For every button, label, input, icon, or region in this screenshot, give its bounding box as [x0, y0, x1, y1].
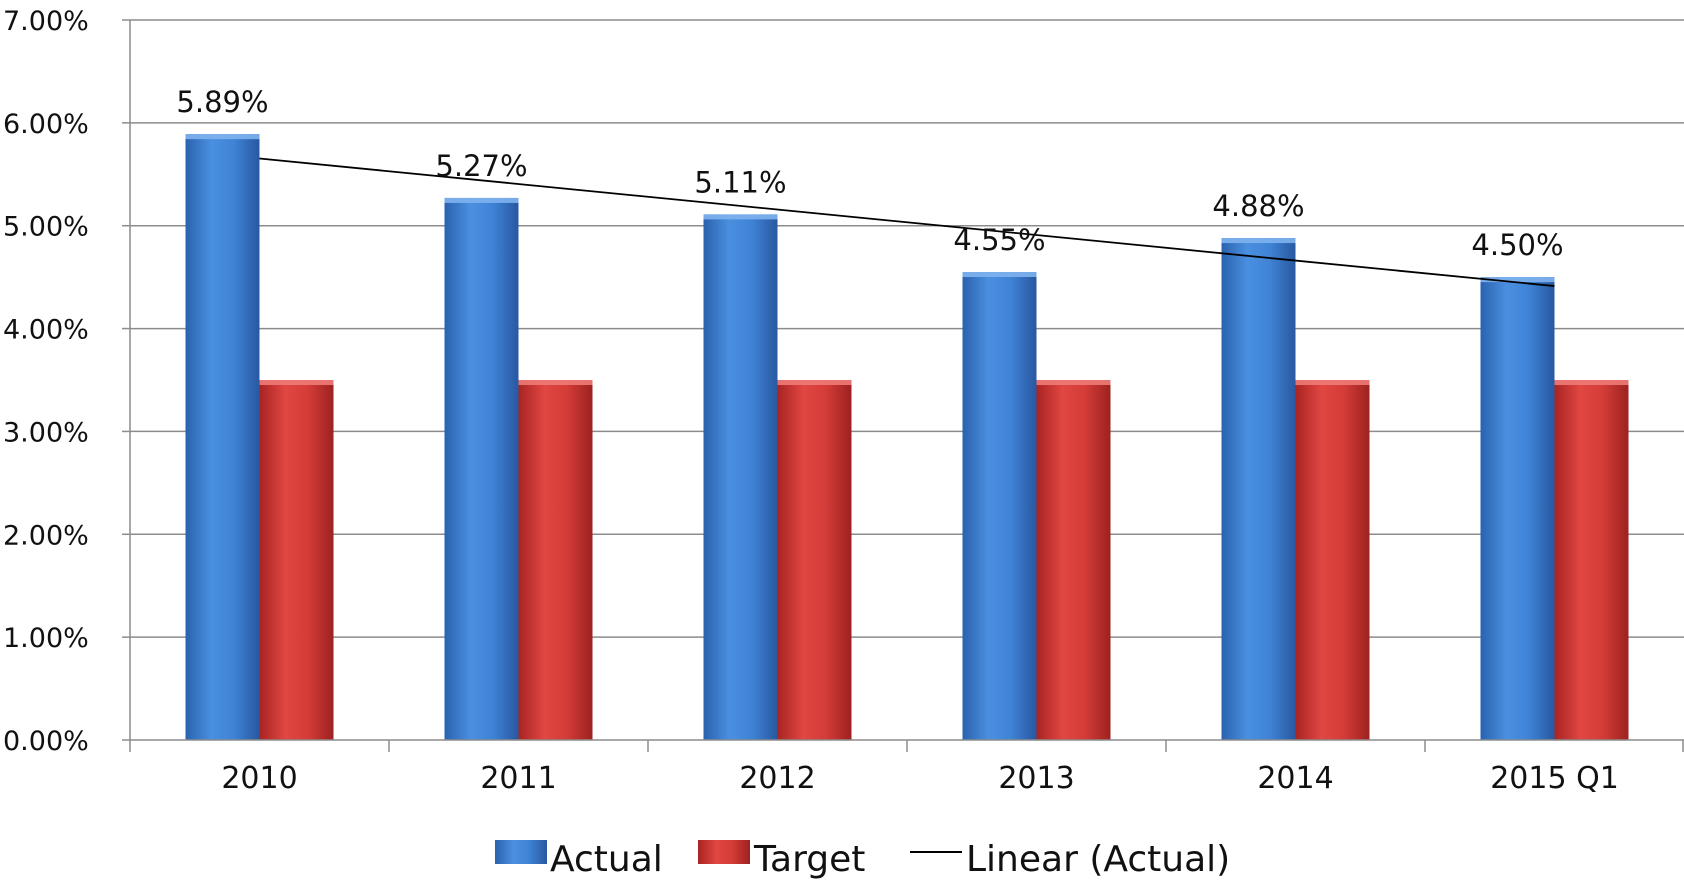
legend-label-actual: Actual: [550, 839, 663, 879]
legend-swatch-target: [698, 840, 750, 864]
legend: Actual Target Linear (Actual): [495, 839, 1230, 880]
bar-actual: [185, 134, 260, 740]
x-tick-label: 2014: [1257, 761, 1333, 796]
y-tick-label: 1.00%: [3, 623, 89, 654]
y-tick-label: 4.00%: [3, 315, 89, 346]
legend-label-target: Target: [753, 839, 865, 879]
bar-actual: [962, 272, 1037, 740]
x-tick-label: 2012: [739, 761, 815, 796]
y-tick-label: 5.00%: [3, 212, 89, 243]
bar-actual: [1480, 277, 1555, 740]
bar-actual-top: [1221, 238, 1296, 244]
bar-actual-top: [962, 272, 1037, 277]
bar-target-top: [1295, 380, 1370, 385]
bar-target: [1295, 380, 1370, 740]
bars: [185, 134, 1629, 741]
bar-target: [777, 380, 852, 740]
bar-actual-top: [444, 197, 519, 203]
bar-target: [1554, 380, 1629, 740]
x-tick-label: 2015 Q1: [1490, 761, 1619, 796]
bar-target: [1036, 380, 1111, 740]
bar-target: [518, 380, 593, 740]
bar-actual: [444, 197, 519, 740]
bar-actual-top: [185, 134, 260, 140]
bar-actual: [1221, 238, 1296, 741]
data-label: 4.88%: [1212, 189, 1304, 223]
bar-target-top: [259, 380, 334, 385]
data-labels: 5.89% 5.27% 5.11% 4.55% 4.88% 4.50%: [176, 85, 1563, 262]
data-label: 5.27%: [435, 149, 527, 183]
gridlines: [130, 19, 1684, 638]
bar-target-top: [1036, 380, 1111, 385]
y-tick-label: 7.00%: [3, 6, 89, 37]
data-label: 4.55%: [953, 223, 1045, 257]
y-tick-label: 3.00%: [3, 417, 89, 448]
trendline-layer: [259, 157, 1555, 287]
legend-label-trendline: Linear (Actual): [966, 839, 1230, 879]
bar-actual-top: [1480, 277, 1555, 283]
bar-target-top: [518, 380, 593, 385]
x-tick-label: 2013: [998, 761, 1074, 796]
bar-target: [259, 380, 334, 740]
bar-actual: [703, 214, 778, 740]
y-tick-label: 0.00%: [3, 726, 89, 757]
legend-swatch-actual: [495, 840, 547, 864]
bar-target-top: [1554, 380, 1629, 385]
x-tick-label: 2010: [221, 761, 297, 796]
x-tick-label: 2011: [480, 761, 556, 796]
trendline: [259, 157, 1555, 287]
bar-target-top: [777, 380, 852, 385]
y-tick-label: 2.00%: [3, 520, 89, 551]
y-tick-label: 6.00%: [3, 109, 89, 140]
data-label: 4.50%: [1471, 228, 1563, 262]
data-label: 5.89%: [176, 85, 268, 119]
bar-actual-top: [703, 214, 778, 220]
axes: 0.00% 1.00% 2.00% 3.00% 4.00% 5.00% 6.00% 7.00%…: [3, 6, 1684, 796]
data-label: 5.11%: [694, 165, 786, 199]
